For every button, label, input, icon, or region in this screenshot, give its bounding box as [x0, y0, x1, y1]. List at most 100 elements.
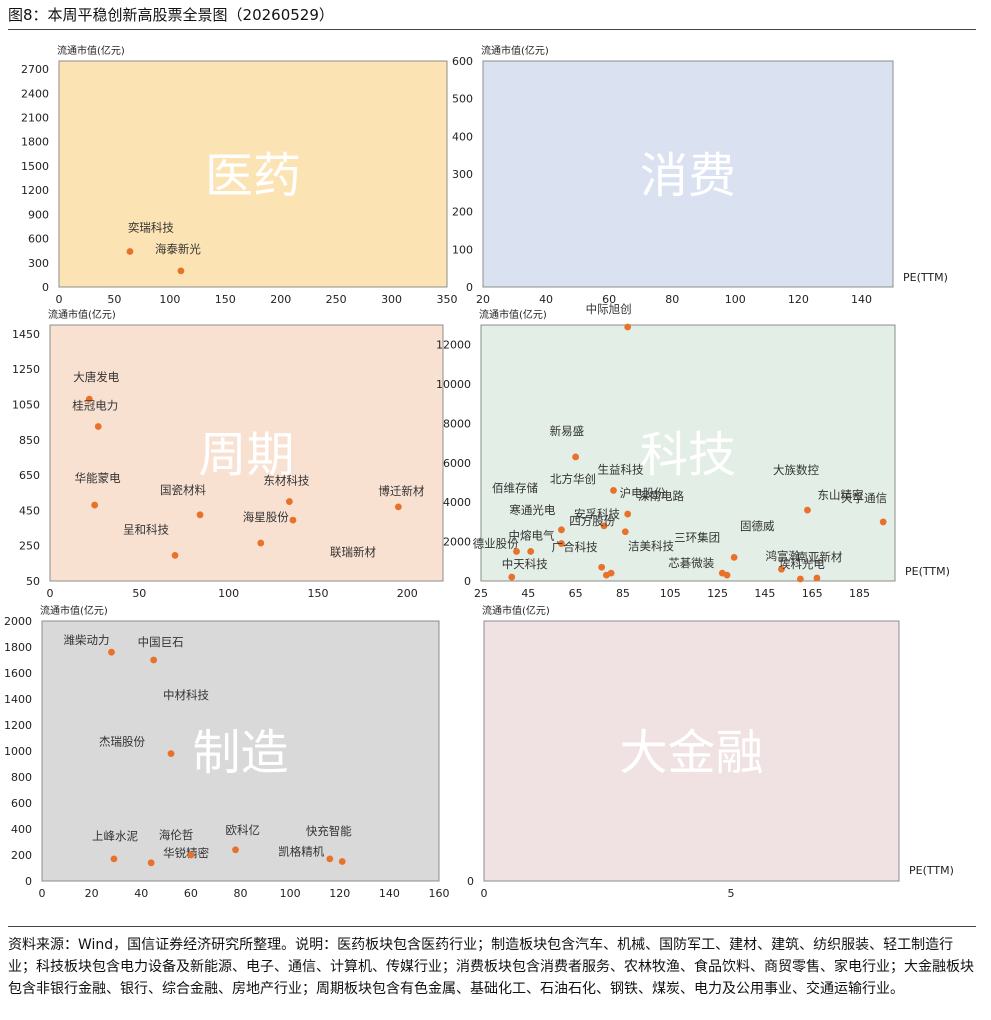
x-tick-label: 25 — [474, 587, 488, 600]
x-tick-label: 200 — [270, 293, 291, 306]
y-tick-label: 0 — [42, 281, 49, 294]
point-label: 中天科技 — [502, 557, 548, 571]
point-label: 南亚新材 — [796, 550, 842, 564]
x-tick-label: 0 — [481, 887, 488, 900]
y-tick-label: 100 — [452, 243, 473, 256]
point-label: 大唐发电 — [73, 370, 119, 384]
point-label: 寒通光电 — [509, 503, 555, 517]
data-point — [527, 548, 535, 555]
y-tick-label: 8000 — [443, 417, 471, 430]
y-axis-label: 流通市值(亿元) — [48, 308, 116, 321]
point-label: 海星股份 — [243, 510, 289, 524]
x-tick-label: 120 — [329, 887, 350, 900]
data-point — [804, 506, 811, 514]
x-tick-label: 150 — [215, 293, 236, 306]
x-tick-label: 350 — [437, 293, 458, 306]
data-point — [394, 503, 402, 511]
data-point — [558, 526, 565, 534]
data-point — [778, 565, 785, 573]
data-point — [85, 395, 93, 403]
data-point — [813, 574, 821, 582]
x-tick-label: 65 — [569, 587, 583, 600]
x-tick-label: 80 — [234, 887, 248, 900]
plot-area — [482, 60, 894, 288]
panel-1: 医药流通市值(亿元)030060090012001500180021002400… — [21, 44, 458, 306]
y-axis-label: 流通市值(亿元) — [479, 308, 547, 321]
figure-title: 图8：本周平稳创新高股票全景图（20260529） — [8, 6, 334, 24]
point-label: 东材科技 — [263, 474, 309, 488]
y-tick-label: 1000 — [4, 745, 32, 758]
title-rule — [8, 29, 976, 30]
point-label: 三环集团 — [674, 530, 720, 544]
point-label: 天孚通信 — [841, 491, 887, 505]
x-tick-label: 145 — [754, 587, 775, 600]
data-point — [572, 453, 580, 461]
point-label: 新易盛 — [550, 424, 585, 438]
x-tick-label: 0 — [47, 587, 54, 600]
y-tick-label: 400 — [11, 823, 32, 836]
data-point — [610, 487, 617, 494]
y-tick-label: 4000 — [443, 496, 471, 509]
data-point — [171, 552, 179, 559]
data-point — [285, 498, 293, 505]
sector-watermark: 大金融 — [619, 725, 763, 781]
y-tick-label: 0 — [25, 875, 32, 888]
y-tick-label: 600 — [28, 233, 49, 246]
data-point — [108, 648, 115, 656]
sector-watermark: 消费 — [640, 148, 736, 204]
data-point — [598, 563, 606, 571]
data-point — [558, 540, 565, 547]
x-tick-label: 140 — [851, 293, 872, 306]
x-tick-label: 50 — [132, 587, 146, 600]
x-tick-label: 300 — [381, 293, 402, 306]
y-tick-label: 650 — [19, 469, 40, 482]
point-label: 华锐精密 — [163, 846, 209, 860]
x-tick-label: 45 — [521, 587, 535, 600]
y-tick-label: 0 — [464, 575, 471, 588]
x-tick-label: 80 — [665, 293, 679, 306]
sector-watermark: 医药 — [205, 148, 301, 204]
plot-area — [41, 620, 440, 882]
data-point — [621, 528, 629, 536]
y-tick-label: 2700 — [21, 63, 49, 76]
source-note: 资料来源：Wind，国信证券经济研究所整理。说明：医药板块包含医药行业；制造板块… — [8, 937, 974, 997]
data-point — [147, 859, 155, 867]
point-label: 海伦哲 — [159, 828, 194, 842]
point-label: 潍柴动力 — [63, 633, 109, 647]
y-tick-label: 50 — [26, 575, 40, 588]
y-tick-label: 2100 — [21, 112, 49, 125]
y-tick-label: 900 — [28, 208, 49, 221]
data-point — [110, 855, 118, 863]
data-point — [177, 267, 185, 275]
data-point — [196, 511, 204, 519]
point-label: 欧科亿 — [226, 823, 261, 837]
x-axis-label: PE(TTM) — [905, 565, 950, 578]
y-tick-label: 10000 — [436, 378, 471, 391]
y-tick-label: 500 — [452, 93, 473, 106]
y-tick-label: 800 — [11, 771, 32, 784]
plot-area — [480, 324, 896, 582]
point-label: 安孚科技 — [574, 507, 620, 521]
x-axis-label: PE(TTM) — [903, 271, 948, 284]
data-point — [796, 575, 804, 583]
data-point — [289, 516, 297, 524]
x-tick-label: 165 — [802, 587, 823, 600]
x-tick-label: 250 — [326, 293, 347, 306]
point-label: 联瑞新材 — [330, 545, 376, 559]
x-tick-label: 160 — [429, 887, 450, 900]
data-point — [91, 501, 99, 509]
y-tick-label: 0 — [466, 281, 473, 294]
point-label: 中国巨石 — [138, 635, 184, 649]
panel-4: 科技 流通市值(亿元) PE(TTM) 0 2000 4000 6000 8000 10000 1… — [436, 302, 950, 600]
x-tick-label: 120 — [788, 293, 809, 306]
data-point — [723, 571, 731, 579]
data-point — [624, 323, 632, 331]
plot-area — [49, 324, 444, 582]
y-tick-label: 600 — [452, 55, 473, 68]
panel-6: 大金融 流通市值(亿元) PE(TTM) 00 5 — [467, 604, 954, 900]
y-tick-label: 12000 — [436, 339, 471, 352]
x-tick-label: 150 — [307, 587, 328, 600]
y-tick-label: 300 — [28, 257, 49, 270]
point-label: 华能蒙电 — [75, 471, 121, 485]
point-label: 快充智能 — [306, 824, 352, 838]
